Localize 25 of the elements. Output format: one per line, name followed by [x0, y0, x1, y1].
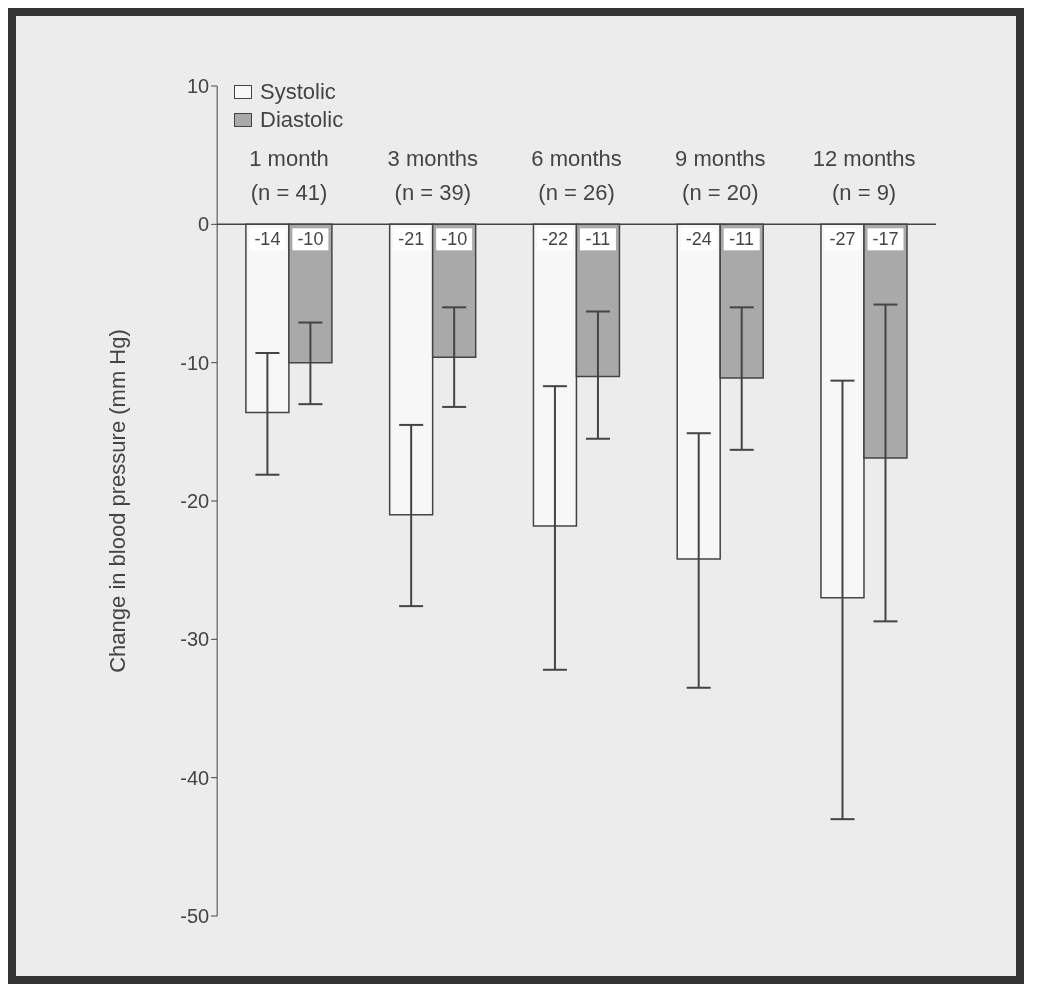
- data-label: -11: [729, 229, 755, 250]
- y-tick-label: -50: [180, 905, 210, 928]
- data-label: -24: [685, 229, 712, 250]
- x-tick-label: 9 months (n = 20): [675, 146, 766, 205]
- x-tick-label: 12 months (n = 9): [812, 146, 916, 205]
- x-tick-label: 6 months (n = 26): [531, 146, 622, 205]
- data-label: -21: [398, 229, 425, 250]
- y-tick-label: -40: [180, 766, 210, 789]
- data-label: -17: [872, 229, 899, 250]
- data-label: -22: [541, 229, 568, 250]
- y-tick-label: -20: [180, 490, 210, 513]
- x-tick-label: 1 month (n = 41): [249, 146, 329, 205]
- y-tick-label: -10: [180, 351, 210, 374]
- data-label: -10: [441, 229, 468, 250]
- y-tick-label: -30: [180, 628, 210, 651]
- y-tick-label: 0: [198, 213, 210, 236]
- data-label: -27: [829, 229, 856, 250]
- legend-label: Diastolic: [260, 106, 344, 134]
- data-label: -14: [254, 229, 281, 250]
- x-tick-label: 3 months (n = 39): [387, 146, 479, 205]
- legend-label: Systolic: [260, 78, 336, 106]
- data-label: -11: [585, 229, 611, 250]
- y-axis-title: Change in blood pressure (mm Hg): [104, 329, 130, 673]
- y-tick-label: 10: [186, 75, 210, 98]
- data-label: -10: [297, 229, 324, 250]
